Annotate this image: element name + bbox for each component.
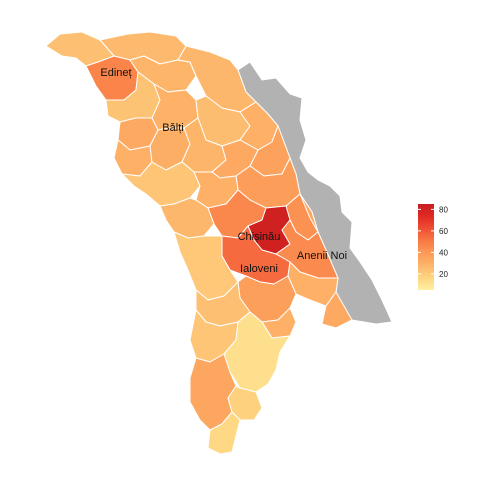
label-ialoveni: Ialoveni	[240, 263, 278, 275]
district-stefan-voda[interactable]	[321, 291, 353, 329]
legend-ticks: 20 40 60 80	[418, 205, 448, 279]
label-edinet: Edineț	[100, 67, 131, 79]
district-taraclia[interactable]	[227, 385, 263, 421]
legend-tick-label: 40	[439, 248, 448, 257]
label-anenii-noi: Anenii Noi	[297, 250, 347, 262]
legend-tick-label: 80	[439, 205, 448, 214]
legend: 20 40 60 80	[418, 204, 448, 290]
districts	[45, 31, 353, 455]
district-nisporeni[interactable]	[159, 197, 215, 239]
legend-color-bar	[418, 204, 434, 290]
city-labels: Edineț Bălți Chișinău Anenii Noi Ialoven…	[100, 67, 347, 275]
legend-tick-label: 20	[439, 270, 448, 279]
district-vulcanesti[interactable]	[207, 411, 241, 455]
legend-tick-label: 60	[439, 227, 448, 236]
label-balti: Bălți	[162, 122, 183, 134]
label-chisinau: Chișinău	[238, 231, 281, 243]
district-causeni[interactable]	[287, 261, 339, 307]
